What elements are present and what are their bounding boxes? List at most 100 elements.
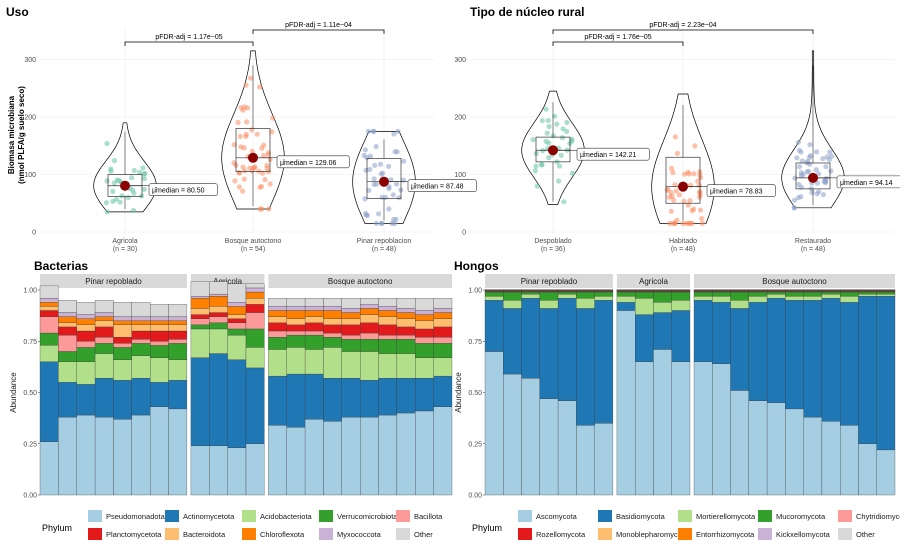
data-point	[668, 208, 674, 214]
stacked-segment	[635, 314, 654, 362]
stacked-y-label: Abundance	[9, 372, 18, 413]
legend-swatch	[319, 528, 333, 540]
median-label-box	[576, 147, 650, 161]
data-point	[249, 148, 255, 154]
data-point	[532, 168, 538, 174]
data-point	[556, 178, 562, 184]
comparison-label: pFDR-adj = 1.11e−04	[285, 22, 352, 29]
stacked-segment	[840, 291, 859, 297]
stacked-segment	[58, 361, 77, 383]
stacked-title-0: Bacterias	[34, 259, 88, 273]
stacked-segment	[227, 328, 247, 336]
stacked-segment	[190, 324, 210, 330]
data-point	[394, 149, 400, 155]
legend-label: Monoblepharomycota	[616, 530, 689, 539]
stacked-segment	[323, 332, 342, 338]
stacked-segment	[304, 322, 324, 332]
stacked-segment	[304, 316, 324, 323]
data-point	[823, 175, 829, 182]
stacked-segment	[635, 361, 654, 496]
stacked-segment	[131, 343, 151, 356]
stacked-segment	[341, 334, 361, 340]
data-point	[378, 220, 384, 226]
stacked-segment	[58, 382, 77, 418]
data-point	[685, 202, 691, 208]
stacked-segment	[594, 423, 614, 496]
legend-swatch	[242, 528, 256, 540]
data-point	[249, 127, 255, 133]
stacked-segment	[268, 306, 287, 311]
stacked-segment	[748, 291, 768, 297]
stacked-segment	[576, 308, 595, 426]
legend-label: Other	[414, 530, 433, 539]
stacked-segment	[58, 312, 77, 317]
data-point	[798, 149, 804, 155]
stacked-segment	[39, 441, 59, 496]
stacked-segment	[94, 353, 114, 379]
stacked-segment	[539, 308, 559, 399]
stacked-segment	[748, 302, 768, 401]
stacked-segment	[190, 357, 210, 446]
data-point	[561, 199, 567, 205]
stacked-segment	[378, 334, 398, 340]
y-tick-1-2: 200	[454, 115, 466, 122]
data-point	[261, 142, 267, 148]
stacked-segment	[323, 421, 342, 496]
stacked-segment	[76, 361, 96, 385]
stacked-segment	[396, 308, 416, 313]
x-tick-label: Despoblado	[534, 238, 571, 245]
median-label: μ̂median = 80.50	[152, 188, 205, 195]
data-point	[366, 187, 372, 193]
stacked-segment	[876, 291, 896, 295]
median-point	[379, 176, 389, 187]
stacked-segment	[503, 373, 522, 496]
data-point	[687, 198, 693, 204]
stacked-segment	[876, 449, 896, 496]
stacked-segment	[840, 425, 859, 496]
stacked-segment	[268, 330, 287, 338]
stacked-segment	[396, 377, 416, 414]
data-point	[244, 119, 250, 125]
stacked-segment	[539, 291, 559, 301]
comparison-label: pFDR-adj = 1.76e−05	[584, 34, 651, 41]
stacked-segment	[433, 318, 453, 328]
facet-strip-label: Bosque autoctono	[328, 277, 393, 286]
data-point	[129, 175, 135, 181]
stacked-segment	[150, 330, 169, 342]
stacked-segment	[876, 295, 896, 451]
stacked-y-tick: 0.50	[468, 390, 482, 397]
stacked-segment	[94, 320, 114, 328]
stacked-segment	[671, 361, 691, 496]
legend-title: Phylum	[42, 523, 72, 533]
facet-strip	[616, 274, 690, 288]
stacked-segment	[58, 351, 77, 362]
legend-swatch	[598, 510, 612, 522]
data-point	[556, 163, 563, 169]
data-point	[131, 167, 137, 173]
data-point	[697, 194, 703, 200]
data-point	[388, 177, 394, 183]
stacked-segment	[576, 298, 595, 309]
stacked-segment	[858, 293, 877, 297]
data-point	[672, 134, 679, 140]
stacked-segment	[304, 373, 324, 420]
stacked-segment	[286, 318, 306, 326]
stacked-segment	[131, 414, 151, 496]
stacked-segment	[245, 443, 265, 496]
legend-swatch	[319, 510, 333, 522]
median-label-box	[706, 184, 776, 197]
median-label-group: μ̂median = 142.21	[576, 147, 650, 161]
stacked-segment	[693, 300, 713, 362]
stacked-segment	[484, 300, 504, 352]
stacked-segment	[131, 330, 151, 340]
data-point	[824, 154, 830, 160]
data-point	[829, 153, 835, 159]
data-point	[400, 177, 406, 183]
stacked-segment	[268, 375, 287, 426]
data-point	[249, 168, 255, 174]
data-point	[241, 176, 247, 182]
violin-shape	[521, 90, 585, 205]
data-point	[362, 196, 368, 202]
x-tick-n: (n = 36)	[541, 246, 565, 253]
stacked-segment	[858, 295, 877, 444]
